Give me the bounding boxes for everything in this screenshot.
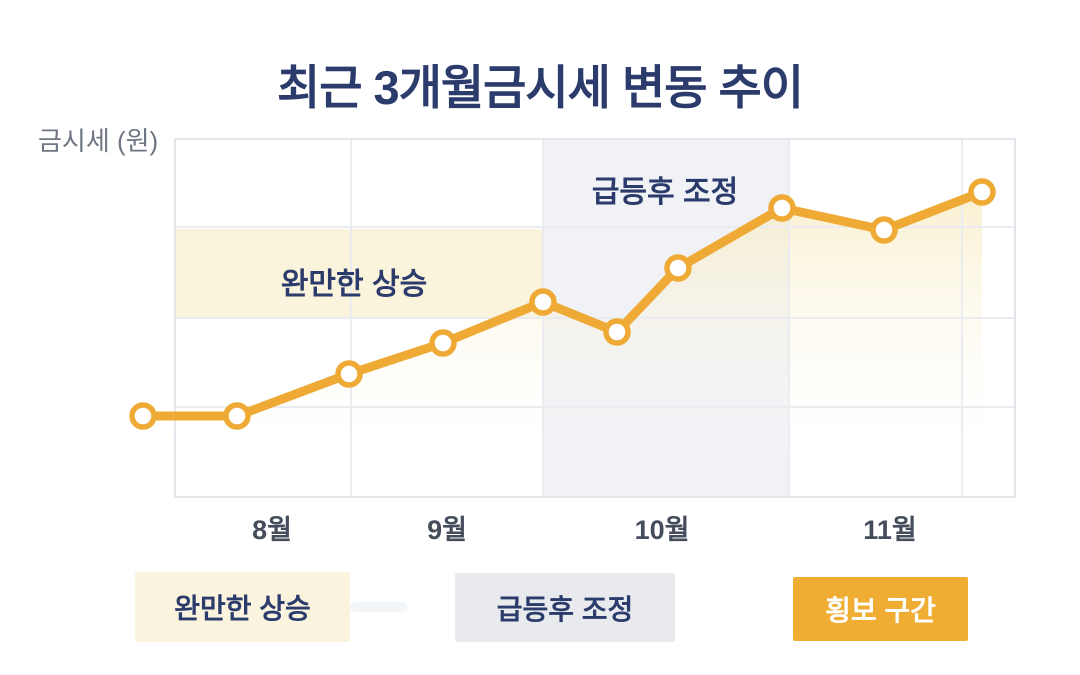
x-tick-label: 9월 bbox=[427, 515, 467, 545]
legend-connector-line bbox=[350, 602, 408, 612]
legend-badge-surge-correction: 급등후 조정 bbox=[455, 573, 675, 642]
legend-badge-gradual-rise: 완만한 상승 bbox=[135, 572, 350, 642]
x-tick-label: 11월 bbox=[863, 515, 917, 545]
annotation-gradual-rise: 완만한 상승 bbox=[280, 268, 428, 301]
legend-badge-sideways-range: 횡보 구간 bbox=[793, 577, 968, 641]
y-axis-label: 금시세 (원) bbox=[38, 126, 159, 156]
x-tick-label: 8월 bbox=[252, 515, 292, 545]
page-title: 최근 3개월금시세 변동 추이 bbox=[277, 61, 804, 115]
annotation-surge-correction: 급등후 조정 bbox=[591, 176, 739, 209]
x-tick-label: 10월 bbox=[634, 515, 690, 545]
